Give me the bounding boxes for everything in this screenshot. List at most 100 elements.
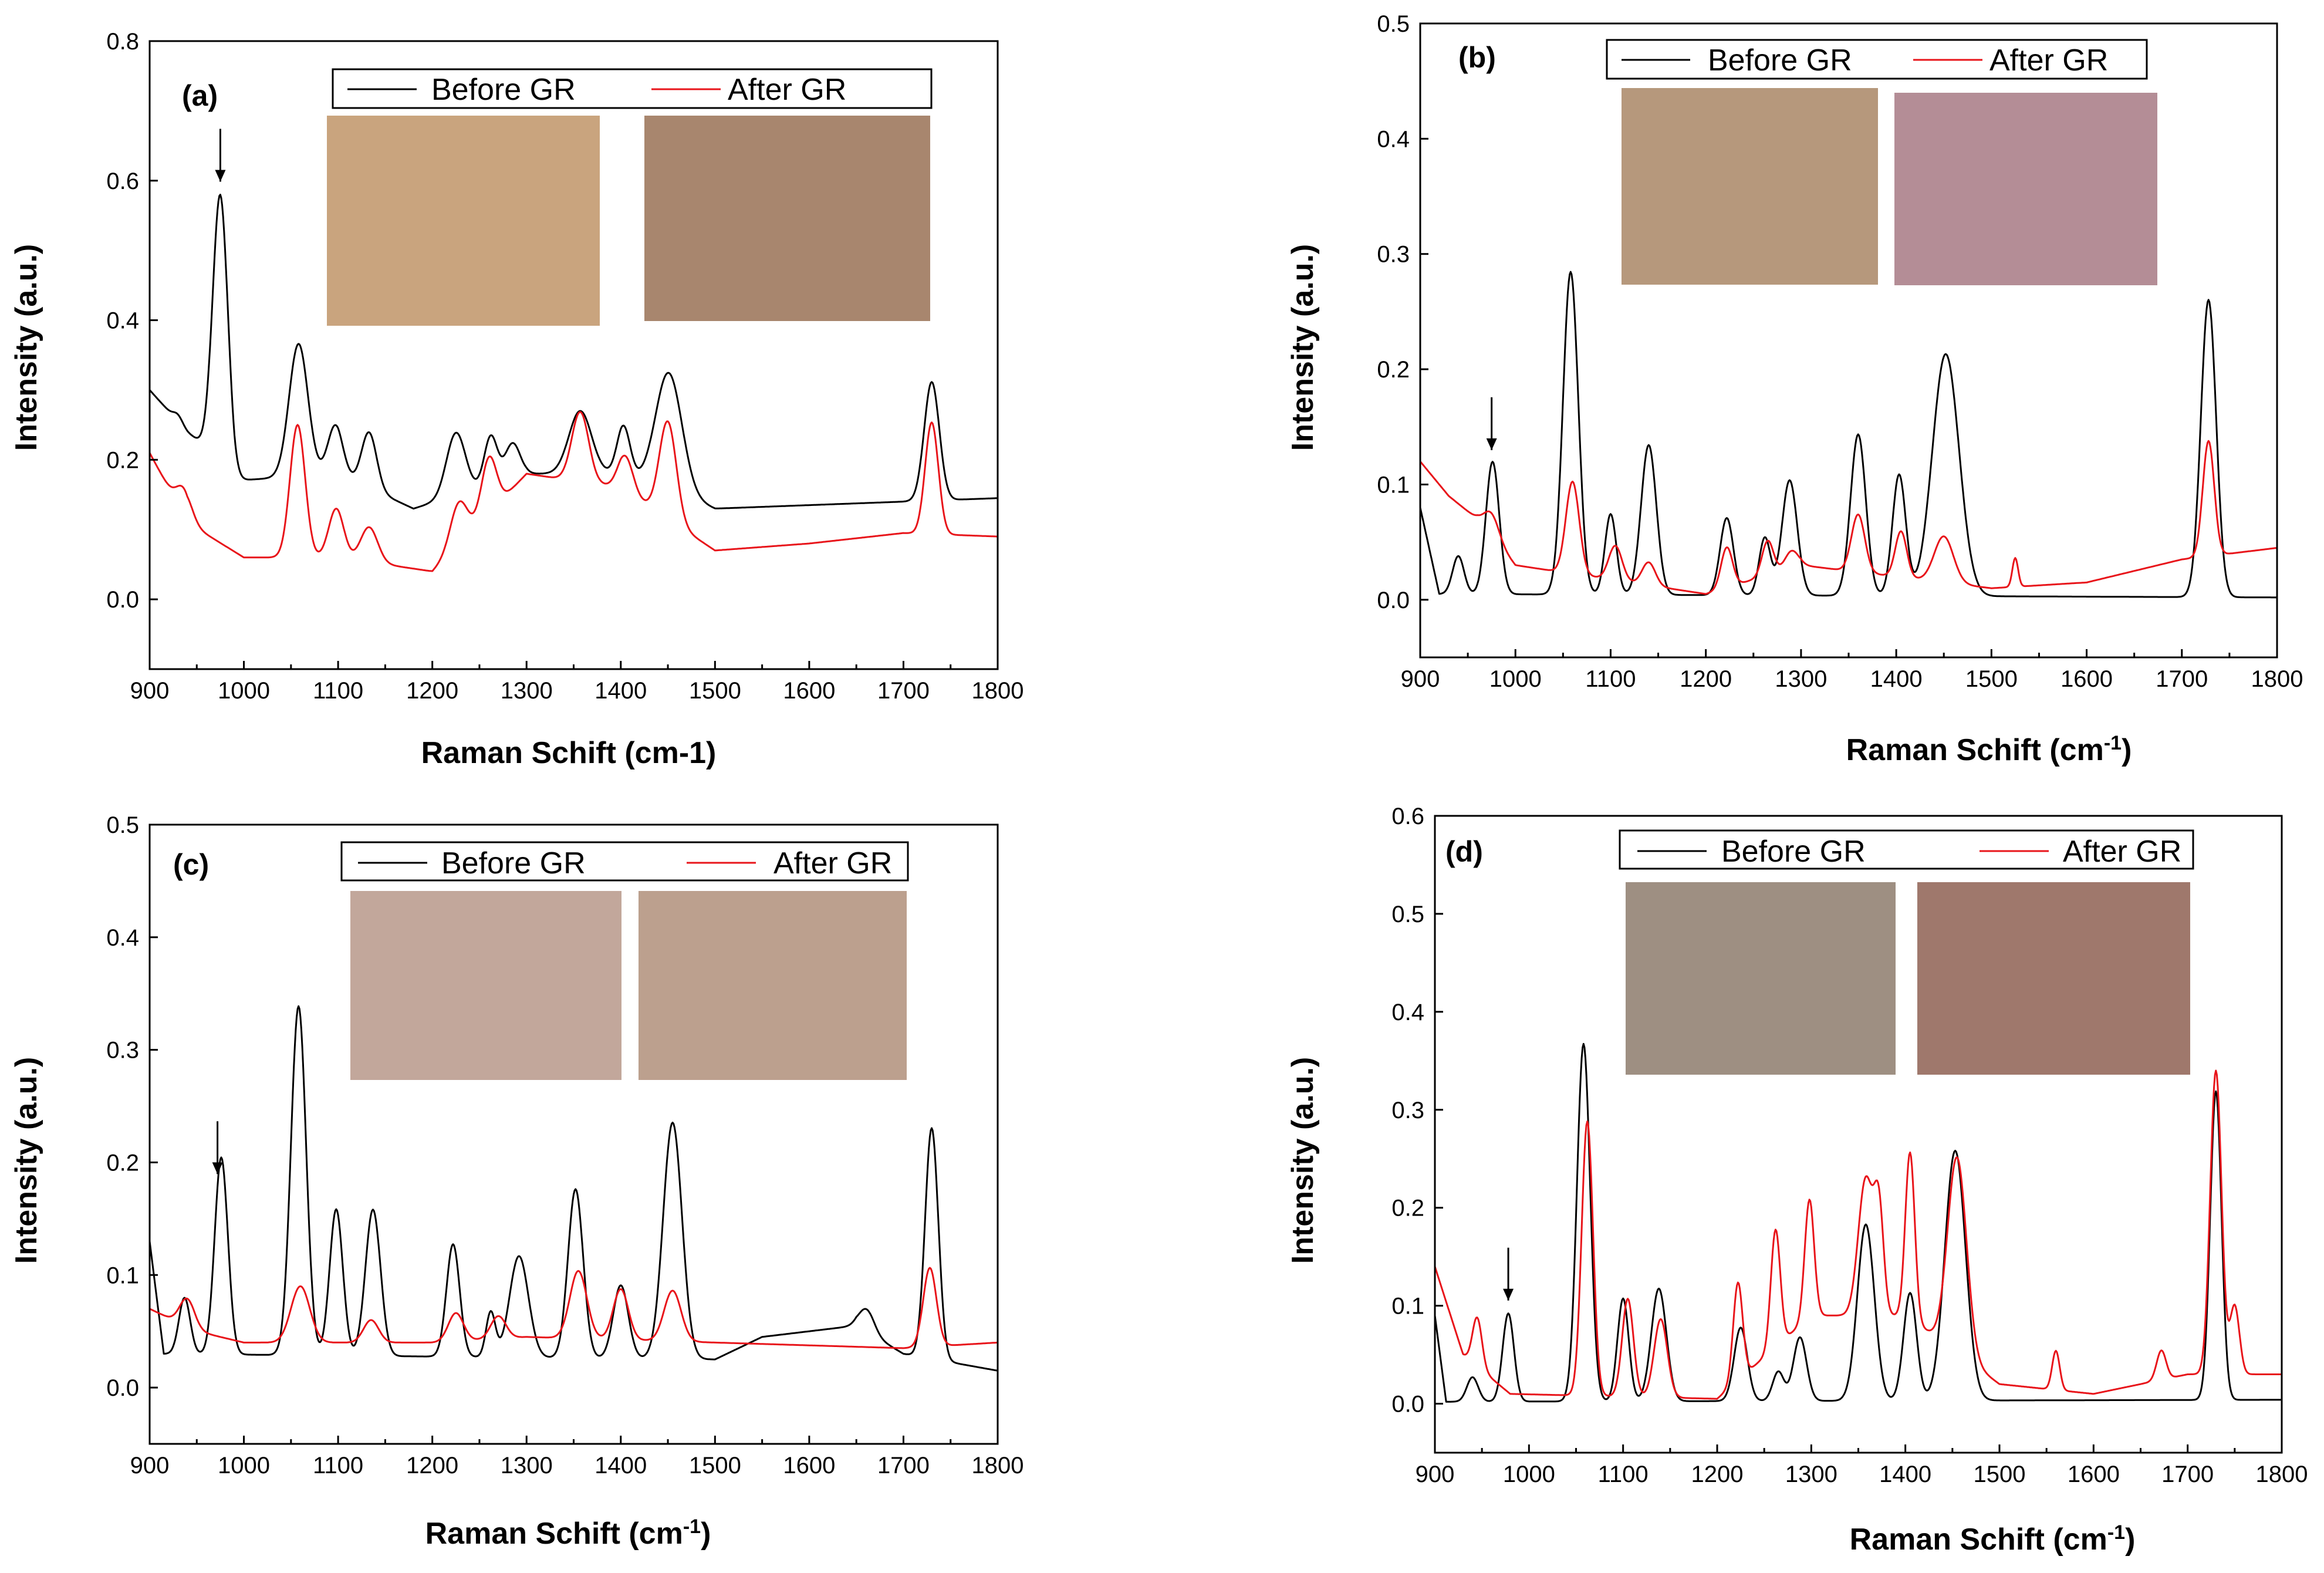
y-tick-label: 0.0 xyxy=(1377,588,1410,613)
legend-label-after-gr: After GR xyxy=(1989,43,2108,77)
series-line-before-gr xyxy=(1419,271,2277,599)
arrow-head xyxy=(212,1162,223,1174)
x-tick-label: 1300 xyxy=(501,678,553,704)
chart-panel-d: 900 1000 1100 1200 1300 1400 1500 1600 1700 1800 0… xyxy=(1286,804,2308,1557)
x-tick-label: 1400 xyxy=(594,678,647,704)
arrow-head xyxy=(1503,1288,1514,1301)
x-tick-label: 1400 xyxy=(1879,1461,1931,1487)
arrow-head xyxy=(215,170,226,182)
y-axis-label: Intensity (a.u.) xyxy=(9,244,43,451)
x-tick-label: 1700 xyxy=(877,1453,930,1479)
series-line-after-gr xyxy=(149,1267,998,1349)
y-tick-label: 0.3 xyxy=(106,1038,139,1064)
x-tick-label: 1500 xyxy=(689,1453,741,1479)
y-tick-label: 0.0 xyxy=(1391,1392,1424,1417)
x-tick-label: 900 xyxy=(130,678,170,704)
y-axis-label: Intensity (a.u.) xyxy=(1286,1057,1320,1264)
x-tick-label: 1300 xyxy=(1775,666,1827,692)
x-tick-label: 1400 xyxy=(1870,666,1923,692)
x-tick-label: 1100 xyxy=(313,678,363,704)
x-tick-label: 1800 xyxy=(2256,1461,2308,1487)
x-tick-label: 1100 xyxy=(1585,666,1636,692)
x-tick-label: 1700 xyxy=(2156,666,2208,692)
y-tick-label: 0.6 xyxy=(106,168,139,194)
y-tick-label: 0.4 xyxy=(106,925,139,951)
y-tick-label: 0.3 xyxy=(1391,1098,1424,1123)
x-tick-label: 1200 xyxy=(1691,1461,1744,1487)
x-tick-label: 1600 xyxy=(2060,666,2113,692)
y-tick-label: 0.6 xyxy=(1391,804,1424,829)
y-tick-label: 0.3 xyxy=(1377,242,1410,268)
y-tick-label: 0.0 xyxy=(106,587,139,613)
legend: Before GR After GR xyxy=(332,68,933,109)
x-axis-label: Raman Schift (cm-1) xyxy=(1850,1521,2136,1557)
series-line-after-gr xyxy=(1434,1069,2282,1400)
y-tick-label: 0.1 xyxy=(1377,472,1410,498)
legend-label-before-gr: Before GR xyxy=(441,846,586,880)
x-tick-label: 1600 xyxy=(783,1453,835,1479)
x-tick-label: 1800 xyxy=(2251,666,2303,692)
series-line-after-gr xyxy=(1419,440,2278,595)
y-tick-label: 0.5 xyxy=(1377,11,1410,37)
y-axis-label: Intensity (a.u.) xyxy=(9,1057,43,1264)
plot-area: 900 1000 1100 1200 1300 1400 1500 1600 1700 1800 0… xyxy=(106,29,1023,704)
x-tick-label: 1600 xyxy=(2068,1461,2120,1487)
plot-area: 900 1000 1100 1200 1300 1400 1500 1600 1700 1800 0… xyxy=(1391,804,2308,1487)
x-tick-label: 1300 xyxy=(501,1453,553,1479)
x-tick-label: 1000 xyxy=(1503,1461,1555,1487)
x-tick-label: 1500 xyxy=(1965,666,2018,692)
legend: Before GR After GR xyxy=(1619,829,2194,870)
plot-area: 900 1000 1100 1200 1300 1400 1500 1600 1700 1800 0… xyxy=(106,812,1023,1479)
inset-micrograph-after-gr xyxy=(639,891,907,1080)
inset-micrograph-before-gr xyxy=(1622,88,1878,285)
series-line-before-gr xyxy=(1434,1042,2282,1403)
x-tick-label: 1100 xyxy=(1598,1461,1649,1487)
x-tick-label: 1700 xyxy=(2161,1461,2214,1487)
arrow-head xyxy=(1486,438,1497,450)
x-tick-label: 1200 xyxy=(406,678,458,704)
x-tick-label: 1600 xyxy=(783,678,835,704)
x-tick-label: 1500 xyxy=(689,678,741,704)
y-tick-label: 0.0 xyxy=(106,1375,139,1401)
chart-panel-a: 900 1000 1100 1200 1300 1400 1500 1600 1700 1800 0… xyxy=(9,29,1023,770)
y-tick-label: 0.4 xyxy=(1377,126,1410,152)
y-tick-label: 0.2 xyxy=(1391,1196,1424,1221)
x-tick-label: 900 xyxy=(1416,1461,1455,1487)
x-tick-label: 1200 xyxy=(1680,666,1732,692)
x-tick-label: 1000 xyxy=(218,1453,270,1479)
inset-micrograph-before-gr xyxy=(1626,882,1896,1075)
x-tick-label: 900 xyxy=(1401,666,1440,692)
x-tick-label: 1700 xyxy=(877,678,930,704)
panel-label: (c) xyxy=(173,848,209,881)
legend-label-after-gr: After GR xyxy=(773,846,892,880)
y-tick-label: 0.5 xyxy=(106,812,139,838)
x-tick-label: 1000 xyxy=(1489,666,1542,692)
x-tick-label: 1100 xyxy=(313,1453,363,1479)
series-line-after-gr xyxy=(148,411,998,572)
x-axis-label: Raman Schift (cm-1) xyxy=(421,736,717,770)
legend: Before GR After GR xyxy=(340,841,909,882)
y-tick-label: 0.5 xyxy=(1391,902,1424,927)
x-tick-label: 1800 xyxy=(972,1453,1024,1479)
x-tick-label: 1400 xyxy=(594,1453,647,1479)
panel-label: (b) xyxy=(1458,41,1496,74)
inset-micrograph-after-gr xyxy=(644,116,930,321)
x-tick-label: 1200 xyxy=(406,1453,458,1479)
inset-micrograph-after-gr xyxy=(1894,93,2157,285)
legend: Before GR After GR xyxy=(1606,39,2148,80)
y-tick-label: 0.2 xyxy=(106,1150,139,1176)
inset-micrograph-after-gr xyxy=(1917,882,2190,1075)
series-line-before-gr xyxy=(148,194,998,510)
y-axis-label: Intensity (a.u.) xyxy=(1286,244,1320,451)
legend-label-before-gr: Before GR xyxy=(431,73,576,107)
x-tick-label: 900 xyxy=(130,1453,170,1479)
x-tick-label: 1500 xyxy=(1974,1461,2026,1487)
x-axis-label: Raman Schift (cm-1) xyxy=(1846,732,2132,767)
inset-micrograph-before-gr xyxy=(327,116,600,326)
legend-label-after-gr: After GR xyxy=(728,73,846,107)
legend-label-after-gr: After GR xyxy=(2063,835,2181,869)
chart-panel-c: 900 1000 1100 1200 1300 1400 1500 1600 1700 1800 0… xyxy=(9,812,1023,1551)
y-tick-label: 0.4 xyxy=(106,308,139,334)
inset-micrograph-before-gr xyxy=(350,891,621,1080)
panel-label: (d) xyxy=(1445,835,1483,868)
